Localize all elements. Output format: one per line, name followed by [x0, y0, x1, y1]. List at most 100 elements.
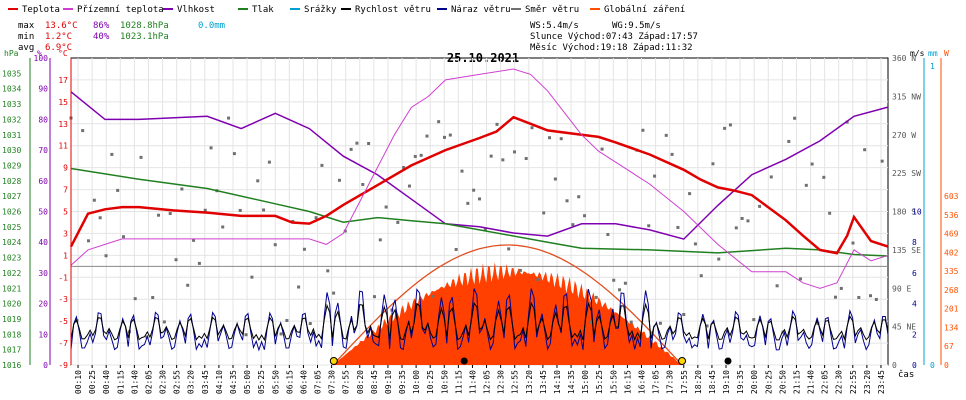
- wind-dir-point: [139, 155, 143, 159]
- wind-dir-point: [513, 150, 517, 154]
- wind-dir-tick: 315 NW: [892, 92, 921, 101]
- temperature-tick: -1: [58, 273, 68, 282]
- wind-dir-point: [250, 275, 254, 279]
- wind-dir-point: [92, 198, 96, 202]
- wind-dir-point: [594, 295, 598, 299]
- wind-dir-point: [577, 195, 581, 199]
- wind-dir-point: [448, 133, 452, 137]
- wind-dir-point: [758, 204, 762, 208]
- radiation-tick: 134: [944, 323, 959, 332]
- wind-dir-point: [273, 243, 277, 247]
- x-tick-label: 23:45: [877, 370, 886, 394]
- x-tick-label: 12:05: [483, 370, 492, 394]
- wind-dir-point: [728, 123, 732, 127]
- wind-dir-point: [746, 219, 750, 223]
- wind-dir-point: [734, 226, 738, 230]
- series-line-1: [70, 68, 889, 289]
- temperature-tick: -3: [58, 295, 68, 304]
- wind-dir-point: [542, 211, 546, 215]
- pressure-tick: 1028: [2, 177, 21, 186]
- wind-dir-point: [151, 296, 155, 300]
- wind-dir-point: [495, 122, 499, 126]
- wind-dir-point: [168, 212, 172, 216]
- wind-dir-point: [454, 247, 458, 251]
- wind-dir-point: [810, 162, 814, 166]
- wind-dir-point: [559, 137, 563, 141]
- wind-dir-point: [355, 141, 359, 145]
- x-tick-label: 04:10: [215, 370, 224, 394]
- wind-dir-point: [425, 134, 429, 138]
- wind-dir-point: [332, 291, 336, 295]
- wind-dir-point: [402, 165, 406, 169]
- pressure-tick: 1019: [2, 315, 21, 324]
- wind-dir-point: [483, 228, 487, 232]
- wind-dir-point: [828, 211, 832, 215]
- wind-dir-point: [267, 160, 271, 164]
- info-wind-speed: WS:5.4m/s: [530, 21, 579, 31]
- legend-label-1: Přízemní teplota: [77, 5, 164, 15]
- pressure-tick: 1027: [2, 192, 21, 201]
- wind-dir-point: [314, 216, 318, 220]
- pressure-tick: 1025: [2, 223, 21, 232]
- pressure-tick: 1018: [2, 330, 21, 339]
- wind-dir-point: [180, 187, 184, 191]
- radiation-unit: W: [944, 49, 949, 58]
- pressure-tick: 1031: [2, 131, 21, 140]
- wind-dir-point: [653, 174, 657, 178]
- temperature-tick: 13: [58, 120, 68, 129]
- wind-dir-point: [793, 116, 797, 120]
- temperature-tick: 1: [63, 251, 68, 260]
- moonrise-marker: [724, 357, 732, 365]
- x-tick-label: 17:55: [680, 370, 689, 394]
- x-tick-label: 12:55: [511, 370, 520, 394]
- wind-dir-point: [874, 297, 878, 301]
- wind-dir-point: [279, 332, 283, 336]
- wind-dir-point: [209, 146, 213, 150]
- wind-speed-tick: 2: [912, 330, 917, 339]
- wind-dir-point: [740, 216, 744, 220]
- wind-dir-point: [302, 247, 306, 251]
- wind-dir-point: [600, 147, 604, 151]
- x-tick-label: 04:35: [229, 370, 238, 394]
- pressure-tick: 1032: [2, 115, 21, 124]
- wind-dir-point: [606, 233, 610, 237]
- wind-dir-point: [699, 274, 703, 278]
- wind-dir-point: [262, 208, 266, 212]
- stats-max-humidity: 86%: [93, 21, 110, 31]
- x-tick-label: 00:10: [74, 370, 83, 394]
- humidity-tick: 30: [38, 269, 48, 278]
- x-tick-label: 19:35: [736, 370, 745, 394]
- wind-dir-point: [192, 238, 196, 242]
- wind-dir-tick: 360 N: [892, 54, 916, 63]
- legend-label-3: Tlak: [252, 5, 274, 15]
- gust-line: [70, 288, 889, 352]
- x-tick-label: 14:10: [553, 370, 562, 394]
- pressure-tick: 1021: [2, 284, 21, 293]
- wind-dir-point: [588, 320, 592, 324]
- wind-dir-point: [162, 320, 166, 324]
- temperature-tick: 9: [63, 164, 68, 173]
- humidity-tick: 20: [38, 300, 48, 309]
- pressure-tick: 1017: [2, 346, 21, 355]
- wind-dir-point: [583, 214, 587, 218]
- rain-tick: 0: [930, 361, 935, 370]
- x-tick-label: 00:25: [88, 370, 97, 394]
- x-tick-label: 16:15: [623, 370, 632, 394]
- wind-dir-point: [507, 247, 511, 251]
- legend-label-2: Vlhkost: [177, 5, 215, 15]
- temperature-tick: 15: [58, 98, 68, 107]
- wind-dir-point: [221, 225, 225, 229]
- wind-dir-point: [571, 223, 575, 227]
- humidity-unit: %: [37, 49, 42, 58]
- clear-sky-curve: [332, 244, 681, 366]
- pressure-tick: 1035: [2, 69, 21, 78]
- humidity-line: [70, 91, 889, 240]
- wind-dir-point: [548, 136, 552, 140]
- info-wind-gust: WG:9.5m/s: [612, 21, 661, 31]
- wind-speed-tick: 8: [912, 238, 917, 247]
- wind-dir-point: [723, 126, 727, 130]
- wind-dir-point: [787, 139, 791, 143]
- humidity-tick: 80: [38, 115, 48, 124]
- wind-dir-tick: 135 SE: [892, 246, 921, 255]
- wind-dir-point: [536, 277, 540, 281]
